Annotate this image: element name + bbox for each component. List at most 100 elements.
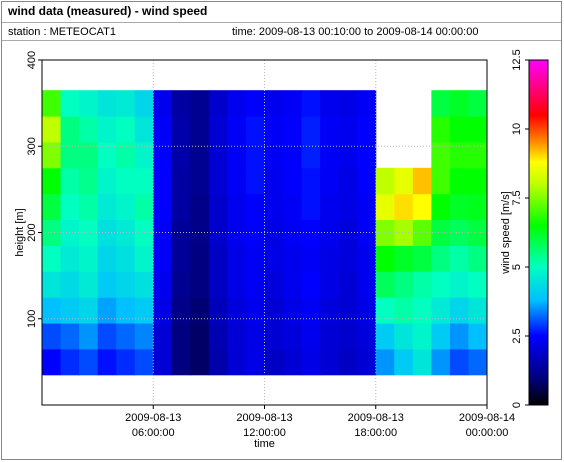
heat-cell <box>301 297 321 324</box>
heat-cell <box>134 297 154 324</box>
heat-cell <box>60 116 80 143</box>
heat-cell <box>79 90 99 117</box>
heat-cell <box>468 245 488 272</box>
heat-cell <box>283 167 303 195</box>
heat-cell <box>357 193 377 221</box>
heat-cell <box>60 323 80 350</box>
heat-cell <box>208 297 228 324</box>
heat-cell <box>97 193 117 221</box>
heat-cell <box>227 271 247 298</box>
heat-cell <box>79 193 99 221</box>
heat-cell <box>42 297 62 324</box>
heat-cell <box>449 323 469 350</box>
heat-cell <box>431 90 451 117</box>
heat-cell <box>394 167 414 195</box>
heat-cell <box>245 193 265 221</box>
heat-cell <box>134 323 154 350</box>
colorbar-tick-label: 12.5 <box>511 49 523 70</box>
heat-cell <box>171 348 191 376</box>
heat-cell <box>264 116 284 143</box>
heat-cell <box>97 167 117 195</box>
heat-cell <box>320 167 340 195</box>
heat-cell <box>190 219 210 246</box>
heat-cell <box>264 193 284 221</box>
heat-cell <box>320 245 340 272</box>
heat-cell <box>190 271 210 298</box>
heat-cell <box>375 193 395 221</box>
heat-cell <box>227 90 247 117</box>
y-tick-label: 100 <box>26 310 38 328</box>
heat-cell <box>468 116 488 143</box>
heat-cell <box>190 167 210 195</box>
heat-cell <box>449 271 469 298</box>
heat-cell <box>190 348 210 376</box>
heat-cell <box>116 219 136 246</box>
colorbar <box>528 59 549 406</box>
heat-cell <box>42 116 62 143</box>
heat-cell <box>60 193 80 221</box>
heat-cell <box>245 323 265 350</box>
heat-cell <box>245 245 265 272</box>
heat-cell <box>97 116 117 143</box>
heat-cell <box>60 167 80 195</box>
heat-cell <box>153 141 173 169</box>
heat-cell <box>264 271 284 298</box>
heat-cell <box>431 245 451 272</box>
heat-cell <box>283 193 303 221</box>
heat-cell <box>301 323 321 350</box>
chart-title: wind data (measured) - wind speed <box>7 4 207 18</box>
heat-cell <box>338 90 358 117</box>
heat-cell <box>42 90 62 117</box>
heat-cell <box>338 167 358 195</box>
heat-cell <box>79 297 99 324</box>
heat-cell <box>97 90 117 117</box>
heat-cell <box>301 116 321 143</box>
y-axis-label: height [m] <box>14 208 26 256</box>
heat-cell <box>375 167 395 195</box>
x-tick-label: 2009-08-14 <box>459 412 515 424</box>
heat-cell <box>171 116 191 143</box>
heat-cell <box>412 167 432 195</box>
heat-cell <box>134 90 154 117</box>
heat-cell <box>283 297 303 324</box>
heat-cell <box>468 167 488 195</box>
heat-cell <box>301 167 321 195</box>
heat-cell <box>208 323 228 350</box>
heat-cell <box>338 348 358 376</box>
heat-cell <box>116 271 136 298</box>
heat-cell <box>283 271 303 298</box>
heat-cell <box>60 141 80 169</box>
heat-cell <box>208 245 228 272</box>
heat-cell <box>412 271 432 298</box>
heat-cell <box>468 90 488 117</box>
heat-cell <box>97 271 117 298</box>
colorbar-tick-label: 10 <box>511 123 523 135</box>
heat-cell <box>245 141 265 169</box>
heat-cell <box>394 245 414 272</box>
heat-cell <box>357 323 377 350</box>
heat-cell <box>283 141 303 169</box>
colorbar-tick-label: 5 <box>511 264 523 270</box>
heat-cell <box>116 167 136 195</box>
x-tick-label: 18:00:00 <box>354 427 397 439</box>
heat-cell <box>190 116 210 143</box>
heat-cell <box>264 348 284 376</box>
heat-cell <box>264 167 284 195</box>
heat-cell <box>431 219 451 246</box>
heat-cell <box>320 116 340 143</box>
x-axis-label: time <box>254 438 275 450</box>
heat-cell <box>468 193 488 221</box>
heat-cell <box>264 297 284 324</box>
heat-cell <box>357 116 377 143</box>
heat-cell <box>375 245 395 272</box>
heat-cell <box>208 90 228 117</box>
heat-cell <box>431 141 451 169</box>
heat-cell <box>338 271 358 298</box>
heat-cell <box>320 90 340 117</box>
heat-cell <box>394 271 414 298</box>
heat-cell <box>97 219 117 246</box>
heat-cell <box>134 193 154 221</box>
x-tick-label: 06:00:00 <box>132 427 175 439</box>
heat-cell <box>227 141 247 169</box>
